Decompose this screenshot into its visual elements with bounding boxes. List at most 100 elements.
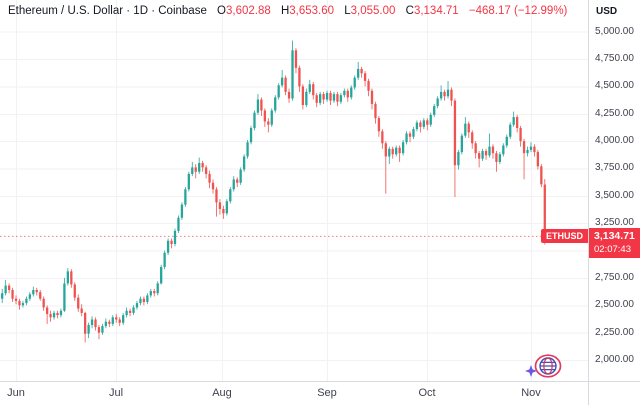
- candle-body: [457, 152, 460, 166]
- candle-body: [515, 117, 519, 129]
- interval-label[interactable]: 1D: [133, 5, 148, 17]
- candle-body: [246, 142, 249, 157]
- price-tick-label: 4,250.00: [595, 107, 634, 119]
- candle-body: [7, 285, 11, 290]
- candle-body: [21, 303, 25, 306]
- last-price-value: 3,134.71: [594, 229, 635, 242]
- low-label: L: [344, 5, 351, 17]
- candle-body: [218, 202, 222, 209]
- candle-body: [360, 68, 363, 74]
- legend-separator-2: ·: [151, 5, 156, 17]
- candle-body: [301, 86, 305, 106]
- time-axis[interactable]: Jun Jul Aug Sep Oct Nov: [0, 381, 640, 405]
- candle-body: [249, 128, 253, 143]
- candle-body: [353, 77, 356, 88]
- candle-body: [52, 312, 56, 318]
- price-tick-label: 4,750.00: [595, 53, 634, 65]
- candle-body: [398, 147, 401, 154]
- bar-countdown: 02:07:43: [594, 243, 631, 255]
- candle-body: [474, 143, 477, 154]
- candle-body: [446, 89, 450, 97]
- candle-body: [522, 141, 526, 154]
- candle-body: [122, 315, 125, 323]
- candle-body: [519, 128, 522, 142]
- month-label: Sep: [317, 387, 337, 399]
- candle-body: [509, 124, 512, 137]
- candle-body: [18, 300, 21, 306]
- candle-body: [312, 84, 315, 96]
- price-tick-label: 5,000.00: [595, 25, 634, 37]
- candle-body: [287, 91, 291, 99]
- candle-body: [83, 312, 87, 334]
- candle-body: [87, 324, 90, 334]
- candle-body: [439, 91, 443, 99]
- candle-body: [381, 131, 384, 144]
- candle-body: [415, 122, 419, 130]
- exchange-label[interactable]: Coinbase: [158, 5, 207, 17]
- candle-body: [395, 147, 398, 155]
- candle-body: [408, 133, 412, 137]
- candle-body: [118, 319, 121, 323]
- price-tick-label: 3,750.00: [595, 162, 634, 174]
- candle-body: [73, 284, 76, 298]
- candle-body: [322, 94, 325, 100]
- candle-body: [436, 98, 439, 107]
- candle-body: [377, 118, 381, 132]
- candle-body: [274, 97, 277, 111]
- candle-body: [184, 189, 187, 205]
- candle-body: [477, 153, 481, 159]
- candle-body: [149, 291, 152, 296]
- candle-body: [101, 326, 104, 333]
- candle-body: [194, 167, 197, 172]
- candle-body: [94, 319, 97, 328]
- candle-body: [495, 153, 498, 162]
- candle-body: [163, 252, 166, 267]
- change-percent: (−12.99%): [514, 5, 568, 17]
- candle-body: [336, 94, 339, 102]
- ohlc-close: C3,134.71: [406, 5, 459, 17]
- candle-body: [204, 167, 208, 174]
- candle-body: [433, 106, 436, 115]
- candle-body: [39, 292, 42, 299]
- chart-canvas[interactable]: [0, 0, 588, 381]
- candle-body: [173, 230, 177, 245]
- candle-body: [70, 271, 73, 285]
- candle-body: [357, 68, 360, 78]
- currency-label: USD: [596, 6, 618, 17]
- candle-body: [412, 129, 415, 137]
- symbol-title[interactable]: Ethereum / U.S. Dollar: [8, 5, 124, 17]
- candle-body: [453, 100, 457, 166]
- candle-body: [135, 303, 139, 308]
- price-tick-label: 2,250.00: [595, 326, 634, 338]
- candle-body: [429, 114, 432, 125]
- candle-body: [419, 122, 422, 127]
- candle-body: [467, 123, 470, 133]
- sparkle-star-icon: [525, 365, 537, 377]
- candle-body: [80, 308, 83, 313]
- candle-body: [533, 146, 536, 153]
- logo-globe-stripes: [540, 361, 556, 371]
- candle-body: [242, 156, 246, 170]
- candle-body: [401, 142, 405, 154]
- logo-inner-ellipse: [543, 357, 553, 375]
- ohlc-low: L3,055.00: [344, 5, 395, 17]
- candle-body: [115, 317, 118, 320]
- price-tick-label: 3,500.00: [595, 189, 634, 201]
- candle-body: [180, 204, 184, 218]
- candle-body: [166, 240, 170, 253]
- candle-body: [346, 90, 349, 98]
- candle-body: [536, 152, 540, 167]
- candle-body: [308, 84, 311, 92]
- candle-body: [260, 99, 263, 111]
- candle-body: [426, 120, 429, 125]
- candle-body: [350, 87, 353, 98]
- candle-body: [543, 184, 546, 236]
- candle-body: [367, 80, 370, 91]
- candle-body: [4, 285, 7, 294]
- candle-body: [232, 179, 235, 190]
- candle-body: [14, 298, 18, 301]
- candle-body: [45, 307, 49, 315]
- ohlc-open: O3,602.88: [217, 5, 271, 17]
- price-axis[interactable]: USD 5,000.00 4,750.00 4,500.00 4,250.00 4,00…: [588, 0, 640, 405]
- candle-body: [319, 94, 322, 103]
